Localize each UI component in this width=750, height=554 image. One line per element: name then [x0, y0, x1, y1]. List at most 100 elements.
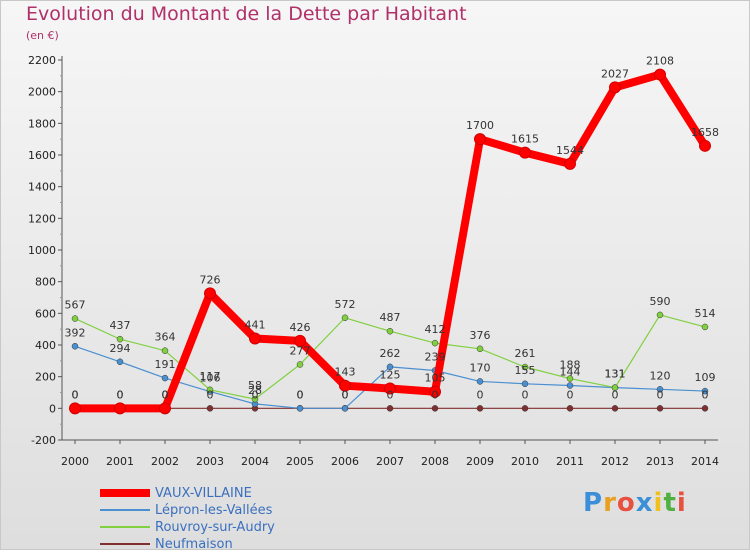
- data-label: 0: [252, 388, 259, 401]
- data-point: [701, 323, 709, 331]
- x-tick-label: 2011: [556, 455, 584, 468]
- legend-label: VAUX-VILLAINE: [155, 486, 252, 501]
- x-tick-label: 2009: [466, 455, 494, 468]
- data-point: [521, 380, 529, 388]
- logo-letter: P: [583, 488, 604, 518]
- data-label: 0: [702, 388, 709, 401]
- legend-swatch: [100, 489, 150, 497]
- data-label: 726: [200, 273, 221, 286]
- data-point: [249, 332, 261, 345]
- logo-letter: r: [603, 488, 617, 518]
- data-point: [296, 405, 304, 412]
- data-label: 28: [248, 384, 262, 397]
- data-label: 155: [515, 364, 536, 377]
- logo-letter: o: [616, 488, 636, 518]
- logo-letter: i: [676, 488, 687, 518]
- data-label: 487: [380, 311, 401, 324]
- x-tick-label: 2000: [61, 455, 89, 468]
- x-tick-label: 2014: [691, 455, 719, 468]
- x-tick-label: 2002: [151, 455, 179, 468]
- data-label: 143: [335, 366, 356, 379]
- data-label: 0: [162, 388, 169, 401]
- data-label: 261: [515, 347, 536, 360]
- data-point: [431, 339, 439, 347]
- data-label: 0: [567, 388, 574, 401]
- data-point: [116, 358, 124, 366]
- y-tick-label: 0: [49, 402, 56, 415]
- data-point: [386, 327, 394, 335]
- data-label: 0: [657, 388, 664, 401]
- legend-label: Neufmaison: [155, 537, 233, 552]
- data-point: [294, 334, 306, 347]
- y-tick-label: 2000: [28, 86, 56, 99]
- data-label: 0: [207, 388, 214, 401]
- data-label: 0: [432, 388, 439, 401]
- logo-letter: t: [663, 488, 677, 518]
- data-point: [429, 385, 441, 398]
- data-label: 106: [200, 372, 221, 385]
- data-label: 426: [290, 321, 311, 334]
- data-label: 170: [470, 361, 491, 374]
- data-point: [159, 402, 171, 415]
- data-label: 125: [380, 369, 401, 382]
- data-point: [476, 378, 484, 385]
- data-point: [341, 314, 349, 322]
- y-tick-label: -200: [31, 434, 56, 447]
- y-tick-label: 1600: [28, 149, 56, 162]
- data-label: 144: [560, 366, 581, 379]
- data-label: 1615: [511, 133, 539, 146]
- legend-swatch: [100, 509, 150, 511]
- data-point: [161, 347, 169, 354]
- data-label: 441: [245, 319, 266, 332]
- legend-swatch: [100, 543, 150, 545]
- data-point: [521, 363, 529, 371]
- data-point: [519, 146, 531, 159]
- x-tick-label: 2003: [196, 455, 224, 468]
- data-point: [206, 386, 214, 394]
- chart-unit: (en €): [26, 29, 59, 42]
- chart-title: Evolution du Montant de la Dette par Hab…: [26, 3, 467, 25]
- logo-letter: i: [653, 488, 664, 518]
- data-label: 0: [297, 388, 304, 401]
- data-label: 0: [387, 388, 394, 401]
- data-point: [566, 375, 574, 382]
- x-tick-label: 2008: [421, 455, 449, 468]
- data-label: 1658: [691, 126, 719, 139]
- data-label: 58: [248, 379, 262, 392]
- data-label: 0: [117, 388, 124, 401]
- data-point: [611, 405, 619, 412]
- data-point: [251, 395, 259, 403]
- data-point: [161, 374, 169, 382]
- data-label: 294: [110, 342, 131, 355]
- data-point: [386, 405, 394, 412]
- x-tick-label: 2005: [286, 455, 314, 468]
- x-tick-label: 2007: [376, 455, 404, 468]
- y-tick-label: 1200: [28, 212, 56, 225]
- data-label: 376: [470, 329, 491, 342]
- data-point: [701, 405, 709, 412]
- x-tick-label: 2001: [106, 455, 134, 468]
- data-label: 188: [560, 359, 581, 372]
- data-point: [114, 402, 126, 415]
- data-point: [656, 386, 664, 393]
- x-tick-label: 2004: [241, 455, 269, 468]
- data-point: [656, 405, 664, 412]
- data-label: 0: [522, 388, 529, 401]
- data-label: 590: [650, 295, 671, 308]
- y-tick-label: 2200: [28, 54, 56, 67]
- y-tick-label: 600: [35, 307, 56, 320]
- data-label: 131: [605, 368, 626, 381]
- data-point: [71, 343, 79, 350]
- data-label: 392: [65, 326, 86, 339]
- proxiti-logo: Proxiti: [583, 488, 687, 518]
- data-point: [611, 384, 619, 391]
- y-tick-label: 1400: [28, 181, 56, 194]
- data-label: 239: [425, 350, 446, 363]
- data-label: 0: [342, 388, 349, 401]
- data-label: 0: [477, 388, 484, 401]
- data-point: [384, 382, 396, 395]
- data-point: [699, 139, 711, 152]
- data-label: 120: [650, 369, 671, 382]
- data-label: 0: [612, 388, 619, 401]
